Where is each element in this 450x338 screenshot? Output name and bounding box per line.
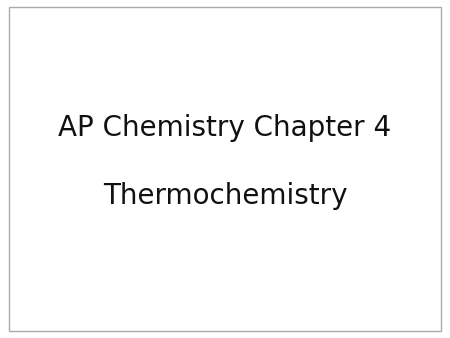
Text: AP Chemistry Chapter 4: AP Chemistry Chapter 4 — [58, 115, 392, 142]
Text: Thermochemistry: Thermochemistry — [103, 182, 347, 210]
